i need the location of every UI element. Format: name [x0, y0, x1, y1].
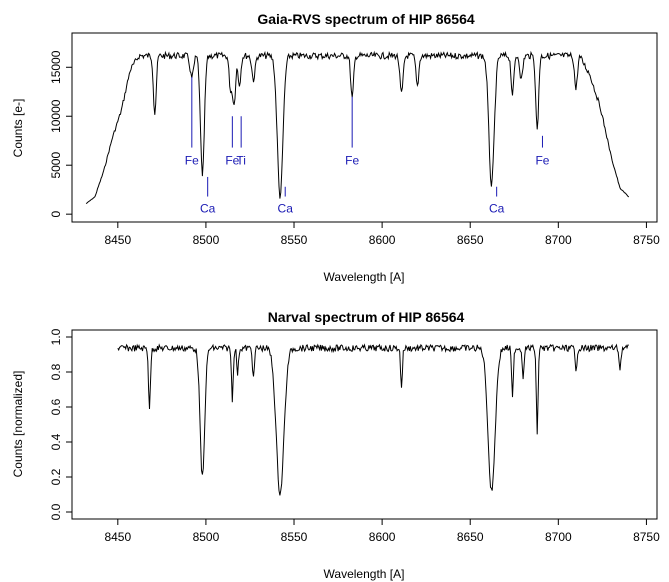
x-tick-label: 8550: [281, 233, 308, 247]
x-tick-label: 8750: [633, 233, 660, 247]
x-tick-label: 8600: [369, 530, 396, 544]
x-tick-label: 8600: [369, 233, 396, 247]
line-marker-label: Fe: [225, 153, 239, 167]
x-tick-label: 8700: [545, 530, 572, 544]
chart-title: Narval spectrum of HIP 86564: [268, 309, 465, 325]
x-tick-label: 8500: [193, 233, 220, 247]
gaia-rvs-panel: Gaia-RVS spectrum of HIP 86564 8450 8500 8…: [11, 11, 660, 284]
y-tick-label: 0.0: [49, 503, 63, 520]
axis-ticks: 8450 8500 8550 8600 8650 8700 8750 0.0 0.2 0.4 0.6…: [49, 328, 660, 544]
x-axis-label: Wavelength [A]: [324, 270, 405, 284]
y-tick-label: 0.2: [49, 468, 63, 485]
line-marker-label: Fe: [535, 153, 549, 167]
line-marker-label: Ca: [200, 201, 216, 215]
y-tick-label: 15000: [49, 50, 63, 84]
y-tick-label: 0.8: [49, 363, 63, 380]
y-tick-label: 0.6: [49, 398, 63, 415]
y-tick-label: 10000: [49, 99, 63, 133]
y-tick-label: 0: [49, 211, 63, 218]
y-tick-label: 5000: [49, 152, 63, 179]
line-marker-label: Ti: [236, 153, 246, 167]
x-tick-label: 8500: [193, 530, 220, 544]
x-axis-label: Wavelength [A]: [324, 567, 405, 581]
y-tick-label: 0.4: [49, 433, 63, 450]
gaia-spectrum-line: [85, 50, 630, 205]
x-tick-label: 8700: [545, 233, 572, 247]
x-tick-label: 8450: [104, 233, 131, 247]
line-marker-label: Ca: [489, 201, 505, 215]
line-marker-label: Ca: [278, 201, 294, 215]
y-axis-label: Counts [e-]: [11, 99, 25, 158]
plot-frame: [71, 329, 658, 520]
line-marker-label: Fe: [345, 153, 359, 167]
chart-title: Gaia-RVS spectrum of HIP 86564: [257, 11, 475, 27]
x-tick-label: 8650: [457, 233, 484, 247]
plot-frame: [71, 32, 658, 223]
narval-spectrum-line: [117, 343, 629, 496]
x-tick-label: 8450: [104, 530, 131, 544]
y-tick-label: 1.0: [49, 328, 63, 345]
x-tick-label: 8650: [457, 530, 484, 544]
y-axis-label: Counts [normalized]: [11, 371, 25, 478]
axis-ticks: 8450 8500 8550 8600 8650 8700 8750 0 5000 10000 15…: [49, 50, 660, 247]
x-tick-label: 8550: [281, 530, 308, 544]
narval-panel: Narval spectrum of HIP 86564 8450 8500 855…: [11, 309, 660, 581]
x-tick-label: 8750: [633, 530, 660, 544]
line-marker-label: Fe: [185, 153, 199, 167]
